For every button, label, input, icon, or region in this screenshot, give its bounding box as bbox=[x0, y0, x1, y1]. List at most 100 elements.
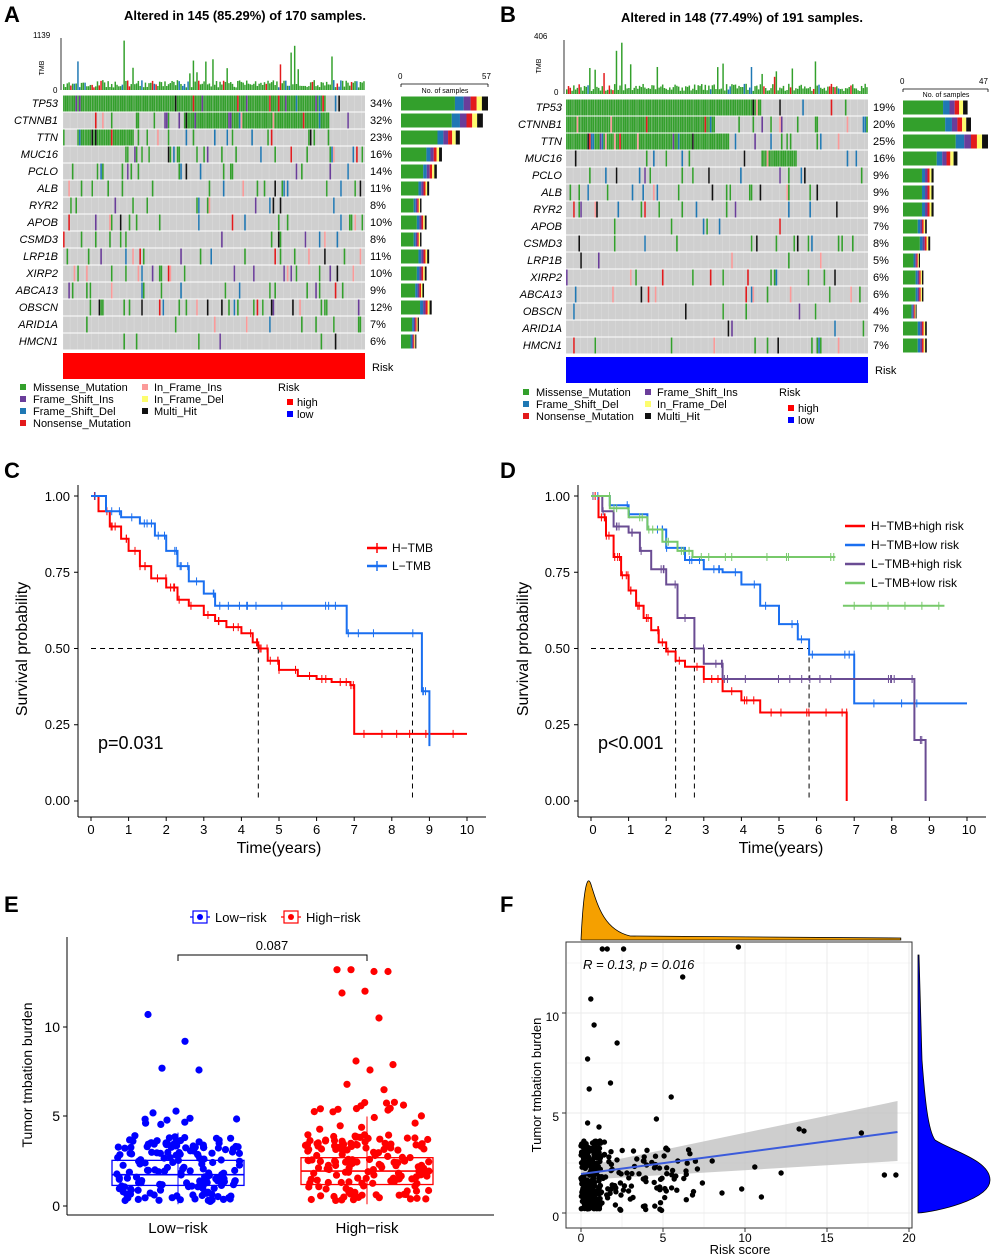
data-point bbox=[199, 1141, 207, 1149]
mutation-cell bbox=[706, 116, 708, 133]
data-point bbox=[332, 1171, 341, 1179]
mutation-cell bbox=[690, 133, 692, 150]
mutation-cell bbox=[295, 265, 298, 282]
mutation-cell bbox=[606, 99, 609, 116]
gene-count-bar-segment bbox=[401, 232, 414, 247]
gene-count-bar-segment bbox=[426, 147, 431, 162]
mutation-cell bbox=[279, 197, 282, 214]
tmb-correlation-scatter: R = 0.13, p = 0.016 0 5 10 15 20 0 5 10 … bbox=[529, 880, 991, 1257]
gene-label: PCLO bbox=[28, 166, 58, 178]
mutation-cell bbox=[708, 167, 710, 184]
mutation-cell bbox=[722, 133, 724, 150]
mutation-cell bbox=[816, 184, 819, 201]
tmb-bar bbox=[285, 80, 287, 90]
tmb-bar bbox=[699, 85, 701, 94]
mutation-cell bbox=[647, 116, 650, 133]
tmb-bar bbox=[212, 59, 214, 90]
data-point bbox=[390, 1098, 398, 1106]
data-point bbox=[214, 1193, 222, 1201]
data-point bbox=[584, 1056, 591, 1062]
mutation-cell bbox=[206, 299, 209, 316]
mutation-cell bbox=[605, 116, 607, 133]
gene-count-bar-segment bbox=[946, 151, 951, 166]
data-point bbox=[119, 1161, 127, 1169]
tmb-bar bbox=[571, 90, 573, 94]
mutation-cell bbox=[160, 265, 163, 282]
mutation-cell bbox=[87, 129, 90, 146]
mutation-cell bbox=[158, 265, 161, 282]
mutation-cell bbox=[301, 163, 303, 180]
gene-count-bar-segment bbox=[903, 134, 956, 149]
tmb-bar bbox=[169, 83, 172, 90]
tmb-bar bbox=[331, 56, 333, 90]
data-point bbox=[229, 1145, 237, 1153]
tmb-bar bbox=[112, 87, 115, 90]
mutation-cell bbox=[231, 163, 234, 180]
mutation-cell bbox=[292, 299, 294, 316]
mutation-cell bbox=[677, 116, 680, 133]
mutation-cell bbox=[780, 133, 783, 150]
mutation-cell bbox=[702, 218, 705, 235]
tmb-bar bbox=[309, 82, 312, 90]
gene-label: ABCA13 bbox=[519, 289, 563, 301]
tmb-bar bbox=[231, 83, 234, 90]
tmb-bar bbox=[566, 89, 568, 94]
gene-count-bar-segment bbox=[914, 304, 916, 319]
mutation-cell bbox=[601, 133, 604, 150]
data-point bbox=[588, 996, 594, 1002]
tmb-bar bbox=[724, 90, 726, 94]
gene-count-bar-segment bbox=[921, 270, 924, 285]
tmb-axis-min: 0 bbox=[53, 86, 58, 95]
data-point bbox=[231, 1178, 239, 1186]
mutation-cell bbox=[701, 133, 703, 150]
gene-count-bar-segment bbox=[925, 202, 928, 217]
mutation-cell bbox=[226, 95, 229, 112]
mutation-cell bbox=[214, 316, 216, 333]
data-point bbox=[417, 1171, 425, 1179]
mutation-cell bbox=[68, 180, 70, 197]
mutation-cell bbox=[852, 235, 854, 252]
legend-label: Frame_Shift_Del bbox=[33, 406, 116, 418]
mutation-cell bbox=[274, 248, 276, 265]
tmb-bar bbox=[270, 82, 273, 90]
mutation-cell bbox=[574, 116, 577, 133]
gene-count-bar-segment bbox=[413, 334, 415, 349]
mutation-cell bbox=[651, 99, 653, 116]
tmb-bar bbox=[71, 83, 74, 90]
data-point bbox=[680, 974, 686, 980]
legend-swatch-nonsense bbox=[523, 413, 529, 419]
mutation-cell bbox=[148, 146, 150, 163]
mutation-cell bbox=[217, 95, 220, 112]
mutation-cell bbox=[738, 99, 740, 116]
data-point bbox=[144, 1166, 152, 1174]
gene-count-bar-segment bbox=[951, 117, 958, 132]
data-point bbox=[126, 1190, 135, 1198]
data-point bbox=[358, 1191, 366, 1199]
mutation-cell bbox=[811, 337, 813, 354]
gene-row-background bbox=[63, 248, 365, 265]
mutation-cell bbox=[711, 99, 714, 116]
mutation-cell bbox=[167, 95, 170, 112]
gene-row-background bbox=[63, 146, 365, 163]
mutation-cell bbox=[150, 95, 152, 112]
tmb-bar bbox=[192, 60, 195, 90]
mutation-cell bbox=[573, 99, 575, 116]
mutation-cell bbox=[683, 116, 685, 133]
data-point bbox=[394, 1146, 402, 1154]
mutation-cell bbox=[601, 116, 604, 133]
mutation-cell bbox=[580, 99, 582, 116]
mutation-cell bbox=[690, 99, 692, 116]
data-point bbox=[344, 1155, 352, 1163]
mutation-cell bbox=[206, 197, 209, 214]
mutation-cell bbox=[110, 129, 113, 146]
mutation-cell bbox=[318, 265, 321, 282]
data-point bbox=[343, 1080, 351, 1088]
mutation-cell bbox=[338, 95, 340, 112]
gene-count-bar-segment bbox=[426, 164, 430, 179]
data-point bbox=[195, 1066, 203, 1074]
mutation-cell bbox=[647, 133, 650, 150]
data-point bbox=[338, 1196, 346, 1204]
y-tick-label: 0.50 bbox=[545, 641, 570, 656]
tmb-bar bbox=[199, 84, 202, 90]
gene-label: RYR2 bbox=[533, 204, 562, 216]
